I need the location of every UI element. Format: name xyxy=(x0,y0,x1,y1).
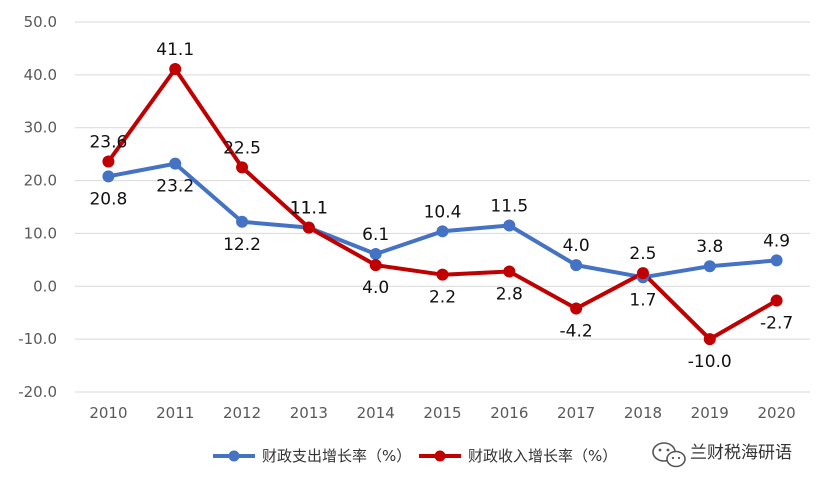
data-point xyxy=(369,248,382,261)
data-label: 4.0 xyxy=(563,236,590,256)
data-point xyxy=(236,161,249,174)
data-label: -10.0 xyxy=(688,352,732,372)
y-tick-label: 50.0 xyxy=(24,13,57,31)
y-tick-label: -20.0 xyxy=(18,383,57,401)
data-label: 2.8 xyxy=(496,284,523,304)
x-tick-label: 2010 xyxy=(89,404,127,422)
y-tick-label: 40.0 xyxy=(24,66,57,84)
data-label: 20.8 xyxy=(89,189,127,209)
legend-marker-expenditure xyxy=(228,450,240,462)
x-tick-label: 2018 xyxy=(624,404,662,422)
data-point xyxy=(236,215,249,228)
data-point xyxy=(770,254,783,267)
watermark-text: 兰财税海研语 xyxy=(690,443,792,463)
data-point xyxy=(436,225,449,238)
y-tick-label: -10.0 xyxy=(18,330,57,348)
data-label: -2.7 xyxy=(760,314,793,334)
y-tick-label: 0.0 xyxy=(33,277,57,295)
series-group xyxy=(102,63,783,346)
data-point xyxy=(570,302,583,315)
legend-label-revenue: 财政收入增长率（%） xyxy=(468,447,617,465)
y-axis: -20.0 -10.0 0.0 10.0 20.0 30.0 40.0 50.0 xyxy=(18,13,57,401)
x-tick-label: 2012 xyxy=(223,404,261,422)
x-tick-label: 2013 xyxy=(290,404,328,422)
data-label: 2.5 xyxy=(629,244,656,264)
x-tick-label: 2017 xyxy=(557,404,595,422)
data-point xyxy=(169,63,182,76)
data-label: 12.2 xyxy=(223,235,261,255)
data-point xyxy=(703,260,716,273)
y-tick-label: 20.0 xyxy=(24,172,57,190)
legend-item-expenditure[interactable]: 财政支出增长率（%） xyxy=(213,447,411,465)
data-point xyxy=(369,259,382,272)
data-label: 1.7 xyxy=(629,290,656,310)
legend-marker-revenue xyxy=(434,450,446,462)
legend-label-expenditure: 财政支出增长率（%） xyxy=(262,447,411,465)
x-tick-label: 2016 xyxy=(490,404,528,422)
x-tick-label: 2019 xyxy=(691,404,729,422)
data-label: 4.9 xyxy=(763,231,790,251)
data-point xyxy=(503,219,516,232)
data-point xyxy=(102,170,115,183)
data-point xyxy=(570,259,583,272)
data-point xyxy=(703,333,716,346)
wechat-icon xyxy=(652,442,686,468)
data-point xyxy=(102,155,115,168)
data-point xyxy=(436,268,449,281)
x-tick-label: 2015 xyxy=(423,404,461,422)
data-label: 41.1 xyxy=(156,40,194,60)
data-labels: 20.8 23.2 12.2 11.1 6.1 10.4 11.5 4.0 1.7 3.8 4.9 2… xyxy=(89,40,793,372)
y-tick-label: 10.0 xyxy=(24,224,57,242)
data-label: 22.5 xyxy=(223,138,261,158)
data-label: 3.8 xyxy=(696,237,723,257)
data-point xyxy=(169,157,182,170)
grid-lines xyxy=(75,21,810,393)
data-label: 10.4 xyxy=(424,202,462,222)
x-tick-label: 2011 xyxy=(156,404,194,422)
data-point xyxy=(302,221,315,234)
y-tick-label: 30.0 xyxy=(24,119,57,137)
data-label: 11.5 xyxy=(490,197,528,217)
data-label: -4.2 xyxy=(560,321,593,341)
legend: 财政支出增长率（%） 财政收入增长率（%） xyxy=(213,447,617,465)
data-label: 23.6 xyxy=(89,133,127,153)
data-label: 11.1 xyxy=(290,199,328,219)
legend-item-revenue[interactable]: 财政收入增长率（%） xyxy=(419,447,617,465)
data-label: 23.2 xyxy=(156,177,194,197)
data-label: 6.1 xyxy=(362,225,389,245)
data-label: 11.1 xyxy=(290,199,328,219)
data-point xyxy=(770,294,783,307)
data-label: 4.0 xyxy=(362,278,389,298)
x-tick-label: 2020 xyxy=(757,404,795,422)
data-point xyxy=(503,265,516,278)
data-label: 2.2 xyxy=(429,288,456,308)
x-axis: 2010 2011 2012 2013 2014 2015 2016 2017 2018 2019… xyxy=(89,404,795,422)
data-point xyxy=(636,267,649,280)
watermark: 兰财税海研语 xyxy=(652,442,792,468)
x-tick-label: 2014 xyxy=(357,404,395,422)
